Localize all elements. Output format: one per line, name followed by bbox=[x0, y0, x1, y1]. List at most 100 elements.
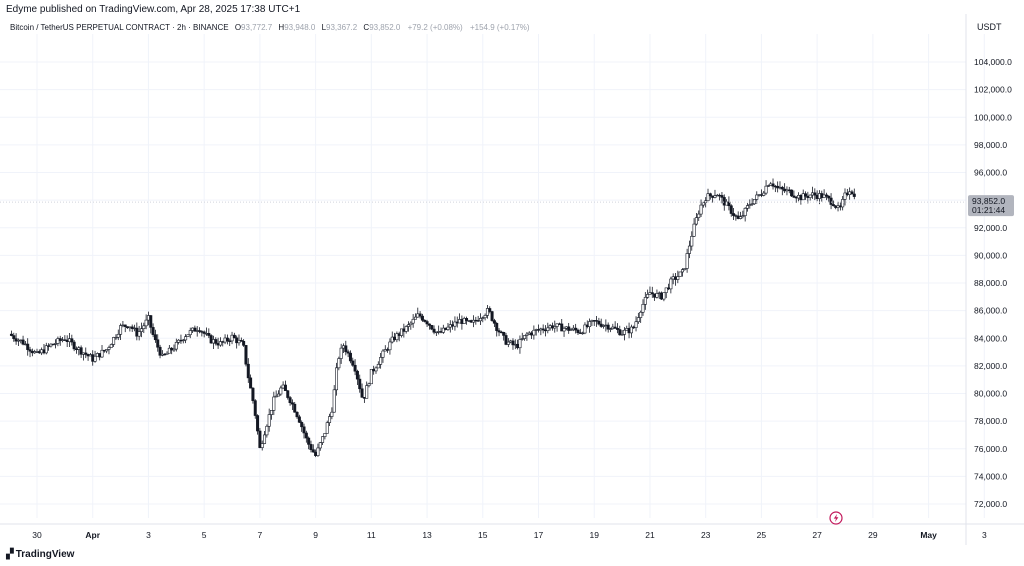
candle-body bbox=[583, 324, 587, 334]
candle-body bbox=[346, 351, 350, 354]
candle-body bbox=[270, 410, 274, 415]
candle-body bbox=[153, 334, 157, 341]
candle-body bbox=[685, 253, 689, 269]
candle-body bbox=[694, 217, 698, 225]
candle-body bbox=[478, 318, 482, 322]
open-value: 93,772.7 bbox=[241, 23, 273, 32]
candle-body bbox=[376, 364, 380, 369]
close-value: 93,852.0 bbox=[369, 23, 401, 32]
candle-body bbox=[481, 317, 485, 319]
lightning-icon[interactable] bbox=[829, 511, 843, 525]
candle-body bbox=[678, 271, 682, 277]
time-tick-label: 30 bbox=[32, 530, 42, 540]
candle-body bbox=[12, 335, 16, 339]
candle-body bbox=[186, 334, 190, 337]
candle-body bbox=[325, 422, 329, 434]
change-value-2: +154.9 (+0.17%) bbox=[469, 23, 530, 32]
candle-body bbox=[253, 400, 257, 416]
candle-body bbox=[283, 384, 287, 392]
candle-body bbox=[388, 341, 392, 351]
candle-body bbox=[843, 192, 847, 200]
candle-body bbox=[26, 343, 30, 350]
candle-body bbox=[841, 199, 845, 208]
candle-body bbox=[309, 444, 313, 450]
candle-body bbox=[84, 352, 88, 355]
candle-body bbox=[708, 193, 712, 197]
candle-body bbox=[244, 345, 248, 365]
candle-body bbox=[286, 390, 290, 398]
candle-body bbox=[406, 324, 410, 327]
candle-body bbox=[328, 416, 332, 423]
candle-body bbox=[732, 213, 736, 216]
candle-body bbox=[743, 208, 747, 216]
candle-body bbox=[142, 325, 146, 329]
candle-body bbox=[267, 414, 271, 427]
candle-body bbox=[541, 328, 545, 331]
candle-body bbox=[639, 311, 643, 318]
candle-body bbox=[288, 397, 292, 403]
symbol-title[interactable]: Bitcoin / TetherUS PERPETUAL CONTRACT · … bbox=[10, 23, 229, 32]
candle-body bbox=[304, 432, 308, 439]
candle-body bbox=[100, 349, 104, 358]
candle-body bbox=[130, 326, 134, 329]
candle-body bbox=[615, 327, 619, 330]
candle-body bbox=[232, 334, 236, 339]
candle-body bbox=[149, 315, 153, 328]
candle-body bbox=[664, 287, 668, 293]
candle-body bbox=[360, 388, 364, 398]
time-tick-label: 3 bbox=[982, 530, 987, 540]
candle-body bbox=[9, 333, 13, 336]
candle-body bbox=[418, 313, 422, 317]
candle-body bbox=[355, 370, 359, 380]
candle-body bbox=[21, 339, 25, 345]
price-tick-label: 84,000.0 bbox=[974, 333, 1007, 343]
price-tick-label: 74,000.0 bbox=[974, 471, 1007, 481]
candle-body bbox=[54, 343, 58, 345]
candle-body bbox=[413, 316, 417, 320]
candle-body bbox=[618, 329, 622, 336]
candle-body bbox=[520, 338, 524, 340]
candle-body bbox=[697, 213, 701, 218]
candle-body bbox=[523, 335, 527, 339]
price-tick-label: 78,000.0 bbox=[974, 416, 1007, 426]
candle-body bbox=[567, 326, 571, 331]
time-tick-label: 25 bbox=[757, 530, 767, 540]
open-label: O bbox=[234, 23, 242, 32]
high-label: H bbox=[278, 23, 285, 32]
candle-body bbox=[629, 326, 633, 334]
candle-body bbox=[430, 325, 434, 330]
candle-body bbox=[755, 194, 759, 200]
candle-body bbox=[462, 318, 466, 324]
candle-body bbox=[752, 199, 756, 205]
candle-body bbox=[297, 416, 301, 423]
candle-body bbox=[411, 318, 415, 324]
candle-body bbox=[720, 195, 724, 198]
candle-body bbox=[581, 332, 585, 335]
candle-body bbox=[546, 327, 550, 331]
candle-body bbox=[365, 385, 369, 399]
candle-body bbox=[358, 378, 362, 390]
tradingview-brand[interactable]: ▞ TradingView bbox=[6, 549, 74, 560]
currency-label[interactable]: USDT bbox=[977, 22, 1002, 32]
candle-body bbox=[655, 293, 659, 298]
candle-body bbox=[446, 326, 450, 330]
candle-body bbox=[483, 315, 487, 319]
candle-body bbox=[374, 367, 378, 372]
candle-body bbox=[676, 276, 680, 280]
candle-body bbox=[801, 193, 805, 201]
candle-body bbox=[553, 326, 557, 329]
candle-body bbox=[70, 338, 74, 343]
candle-body bbox=[766, 185, 770, 187]
symbol-legend: Bitcoin / TetherUS PERPETUAL CONTRACT · … bbox=[10, 23, 530, 32]
candle-body bbox=[771, 183, 775, 187]
price-tick-label: 82,000.0 bbox=[974, 361, 1007, 371]
candle-body bbox=[258, 430, 262, 448]
price-chart[interactable]: 72,000.0 74,000.0 76,000.0 78,000.0 80,000.0… bbox=[0, 0, 1024, 545]
candle-body bbox=[722, 197, 726, 206]
price-tag-value: 93,852.0 bbox=[972, 196, 1005, 206]
candle-body bbox=[318, 442, 322, 449]
candle-body bbox=[427, 323, 431, 326]
candle-body bbox=[158, 346, 162, 356]
candle-body bbox=[650, 292, 654, 295]
time-tick-label: May bbox=[920, 530, 937, 540]
